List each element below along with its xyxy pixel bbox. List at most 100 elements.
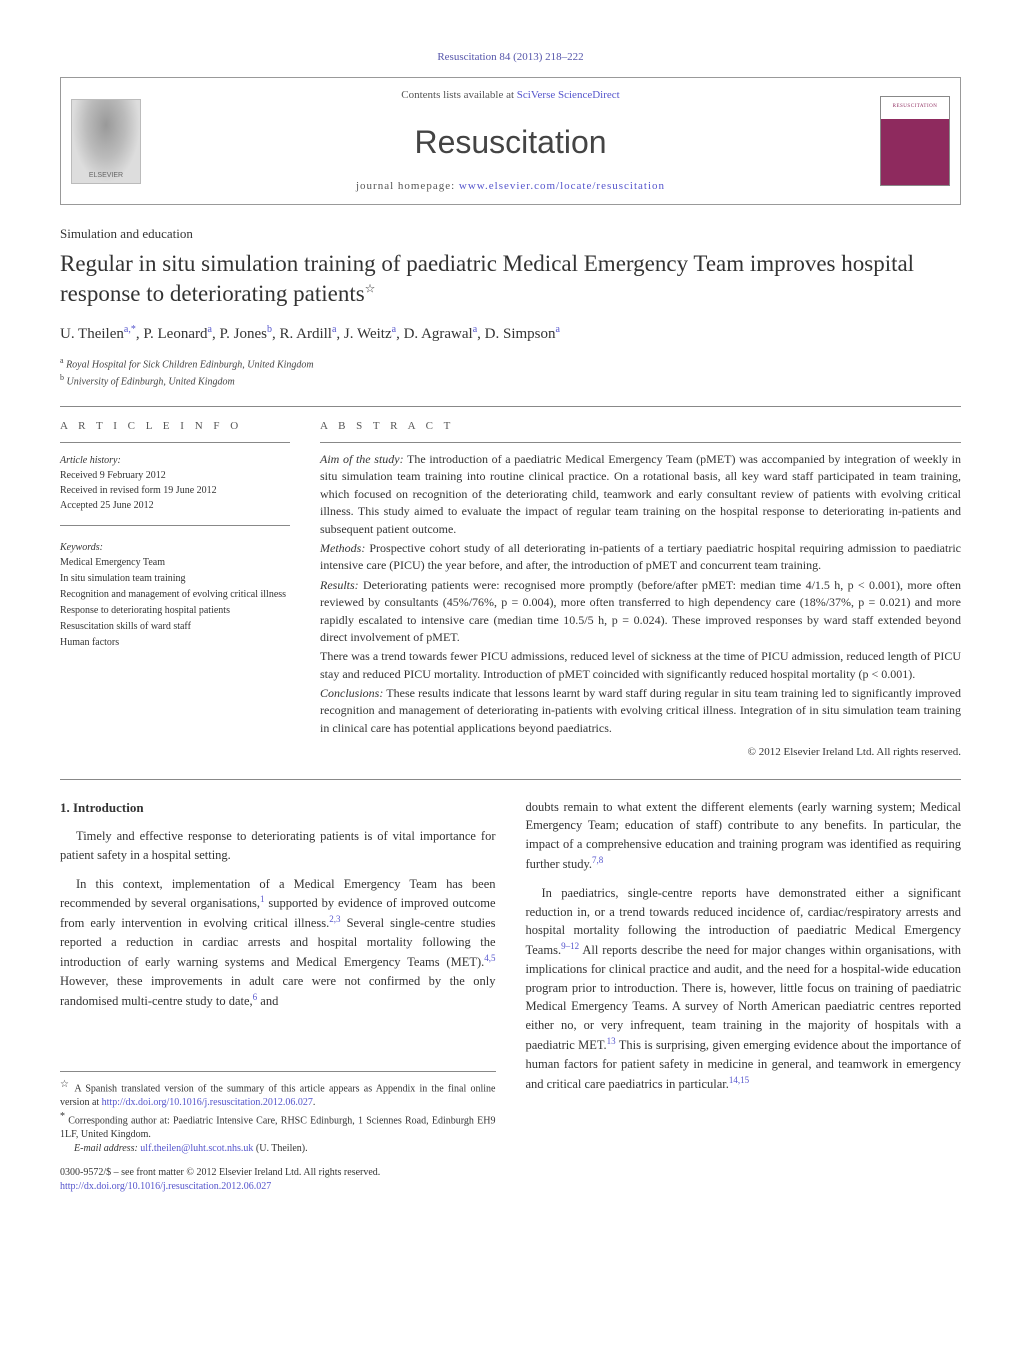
intro-heading: 1. Introduction — [60, 798, 496, 818]
author-affil-mark: a — [392, 324, 396, 335]
info-abstract-row: a r t i c l e i n f o Article history: R… — [60, 419, 961, 761]
rp1a: doubts remain to what extent the differe… — [526, 800, 962, 871]
conclusions-text: These results indicate that lessons lear… — [320, 686, 961, 735]
affiliation-line: b University of Edinburgh, United Kingdo… — [60, 372, 961, 389]
fn1-star: ☆ — [60, 1079, 71, 1090]
footnote-email: E-mail address: ulf.theilen@luht.scot.nh… — [60, 1142, 496, 1156]
body-columns: 1. Introduction Timely and effective res… — [60, 798, 961, 1157]
abstract-aim: Aim of the study: The introduction of a … — [320, 451, 961, 538]
article-section-type: Simulation and education — [60, 225, 961, 243]
elsevier-logo — [61, 78, 151, 204]
author: D. Agrawal — [404, 326, 473, 342]
author: P. Jones — [219, 326, 267, 342]
keyword: In situ simulation team training — [60, 571, 290, 587]
abstract-methods: Methods: Prospective cohort study of all… — [320, 540, 961, 575]
title-footnote-star: ☆ — [365, 281, 376, 295]
author: U. Theilen — [60, 326, 124, 342]
author-affil-mark: b — [267, 324, 272, 335]
keyword: Response to deteriorating hospital patie… — [60, 603, 290, 619]
keyword: Recognition and management of evolving c… — [60, 587, 290, 603]
affiliation-line: a Royal Hospital for Sick Children Edinb… — [60, 355, 961, 372]
body-right-column: doubts remain to what extent the differe… — [526, 798, 962, 1157]
fn3-tail: (U. Theilen). — [253, 1143, 307, 1154]
ref-2-3[interactable]: 2,3 — [329, 914, 340, 924]
intro-para-1: Timely and effective response to deterio… — [60, 827, 496, 865]
article-info-head: a r t i c l e i n f o — [60, 419, 290, 434]
right-para-1: doubts remain to what extent the differe… — [526, 798, 962, 874]
author-affil-mark: a — [332, 324, 336, 335]
methods-label: Methods: — [320, 541, 365, 555]
authors-line: U. Theilena,*, P. Leonarda, P. Jonesb, R… — [60, 323, 961, 345]
results-label: Results: — [320, 578, 359, 592]
author: R. Ardill — [279, 326, 332, 342]
keyword: Resuscitation skills of ward staff — [60, 619, 290, 635]
keyword: Medical Emergency Team — [60, 555, 290, 571]
article-info-column: a r t i c l e i n f o Article history: R… — [60, 419, 290, 761]
body-left-column: 1. Introduction Timely and effective res… — [60, 798, 496, 1157]
abstract-results-2: There was a trend towards fewer PICU adm… — [320, 648, 961, 683]
rp2b: All reports describe the need for major … — [526, 943, 962, 1052]
author-affil-mark: a,* — [124, 324, 136, 335]
fn1-period: . — [313, 1097, 316, 1108]
p2e: and — [257, 994, 278, 1008]
abstract-copyright: © 2012 Elsevier Ireland Ltd. All rights … — [320, 745, 961, 760]
results-text-1: Deteriorating patients were: recognised … — [320, 578, 961, 644]
contents-prefix: Contents lists available at — [401, 89, 516, 101]
author-affil-mark: a — [556, 324, 560, 335]
abstract-head: a b s t r a c t — [320, 419, 961, 434]
intro-para-2: In this context, implementation of a Med… — [60, 875, 496, 1011]
footnotes-block: ☆ A Spanish translated version of the su… — [60, 1071, 496, 1157]
home-prefix: journal homepage: — [356, 180, 459, 192]
author: P. Leonard — [143, 326, 207, 342]
journal-name: Resuscitation — [161, 120, 860, 165]
fn1-doi-link[interactable]: http://dx.doi.org/10.1016/j.resuscitatio… — [102, 1097, 313, 1108]
aim-label: Aim of the study: — [320, 452, 404, 466]
right-para-2: In paediatrics, single-centre reports ha… — [526, 884, 962, 1094]
results-text-2: There was a trend towards fewer PICU adm… — [320, 649, 961, 680]
front-matter-line: 0300-9572/$ – see front matter © 2012 El… — [60, 1166, 961, 1180]
cover-thumbnail-icon — [880, 96, 950, 186]
header-center: Contents lists available at SciVerse Sci… — [151, 78, 870, 204]
doi-block: 0300-9572/$ – see front matter © 2012 El… — [60, 1166, 961, 1194]
journal-header: Contents lists available at SciVerse Sci… — [60, 77, 961, 205]
keyword: Human factors — [60, 635, 290, 651]
elsevier-tree-icon — [71, 99, 141, 184]
methods-text: Prospective cohort study of all deterior… — [320, 541, 961, 572]
journal-cover — [870, 78, 960, 204]
ref-4-5[interactable]: 4,5 — [484, 953, 495, 963]
ref-13[interactable]: 13 — [607, 1036, 616, 1046]
author-affil-mark: a — [207, 324, 211, 335]
fn3-email-link[interactable]: ulf.theilen@luht.scot.nhs.uk — [140, 1143, 253, 1154]
contents-available: Contents lists available at SciVerse Sci… — [161, 88, 860, 103]
article-history-block: Article history: Received 9 February 201… — [60, 442, 290, 526]
aim-text: The introduction of a paediatric Medical… — [320, 452, 961, 536]
history-accepted: Accepted 25 June 2012 — [60, 498, 290, 513]
abstract-rule — [320, 442, 961, 443]
history-revised: Received in revised form 19 June 2012 — [60, 483, 290, 498]
author: D. Simpson — [485, 326, 556, 342]
ref-9-12[interactable]: 9–12 — [561, 941, 579, 951]
author-affil-mark: a — [473, 324, 477, 335]
homepage-link[interactable]: www.elsevier.com/locate/resuscitation — [459, 180, 665, 192]
keywords-label: Keywords: — [60, 540, 290, 555]
history-received: Received 9 February 2012 — [60, 468, 290, 483]
full-rule — [60, 779, 961, 780]
keywords-block: Keywords: Medical Emergency TeamIn situ … — [60, 540, 290, 663]
sciencedirect-link[interactable]: SciVerse ScienceDirect — [517, 89, 620, 101]
footnote-corresponding: * Corresponding author at: Paediatric In… — [60, 1110, 496, 1142]
fn2-text: Corresponding author at: Paediatric Inte… — [60, 1115, 496, 1140]
title-text: Regular in situ simulation training of p… — [60, 251, 914, 306]
article-title: Regular in situ simulation training of p… — [60, 249, 961, 309]
abstract-column: a b s t r a c t Aim of the study: The in… — [320, 419, 961, 761]
doi-link[interactable]: http://dx.doi.org/10.1016/j.resuscitatio… — [60, 1181, 271, 1192]
keywords-list: Medical Emergency TeamIn situ simulation… — [60, 555, 290, 651]
author: J. Weitz — [344, 326, 392, 342]
ref-7-8[interactable]: 7,8 — [592, 855, 603, 865]
journal-reference: Resuscitation 84 (2013) 218–222 — [60, 50, 961, 65]
journal-homepage: journal homepage: www.elsevier.com/locat… — [161, 179, 860, 194]
history-label: Article history: — [60, 453, 290, 468]
abstract-conclusions: Conclusions: These results indicate that… — [320, 685, 961, 737]
ref-14-15[interactable]: 14,15 — [729, 1075, 749, 1085]
fn3-label: E-mail address: — [74, 1143, 140, 1154]
conclusions-label: Conclusions: — [320, 686, 383, 700]
